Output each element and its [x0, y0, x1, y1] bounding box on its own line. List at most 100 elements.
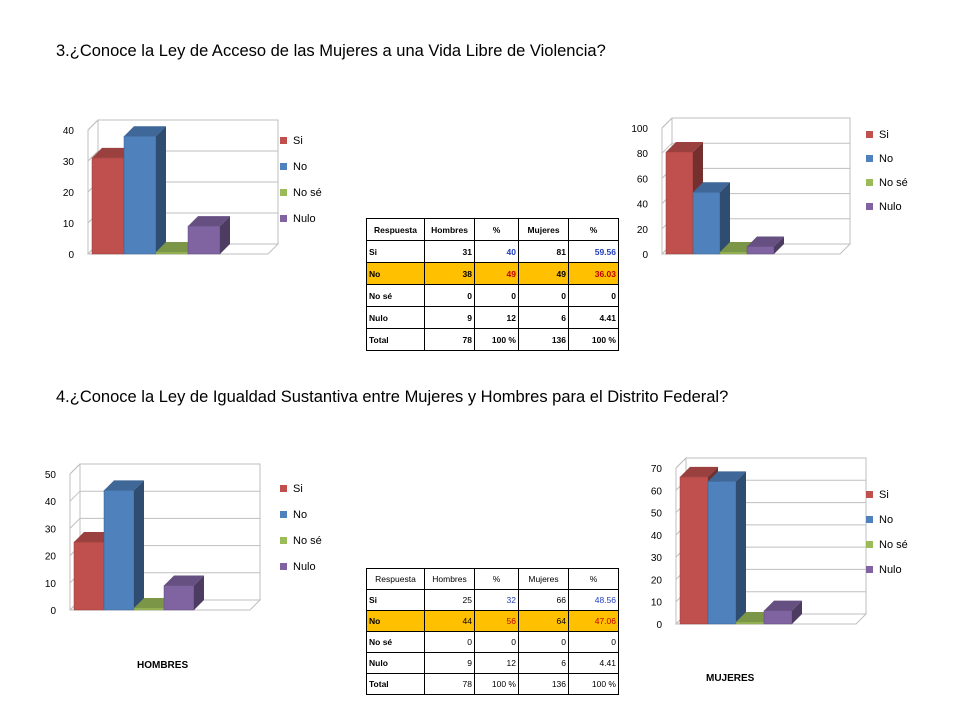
table-row: Si 25 32 66 48.56	[366, 589, 619, 611]
caption-mujeres: MUJERES	[706, 673, 755, 684]
legend-swatch	[280, 537, 287, 544]
chart-tick-label: 20	[45, 552, 57, 563]
table-cell: 38	[424, 262, 475, 285]
chart-q4-hombres-svg: 0 10 20 30 40 50 Si No No sé Nulo	[45, 463, 322, 617]
table-cell: 4.41	[568, 652, 619, 674]
table-header-cell: Respuesta	[366, 218, 425, 241]
question-3-title: 3.¿Conoce la Ley de Acceso de las Mujere…	[56, 42, 606, 60]
chart-tick-label: 50	[45, 470, 57, 481]
legend-label: No	[293, 161, 307, 173]
table-cell: 44	[424, 610, 475, 632]
table-cell: 31	[424, 240, 475, 263]
chart-tick-label: 80	[637, 149, 649, 160]
legend-label: Si	[879, 489, 889, 501]
chart-tick-label: 0	[68, 250, 74, 261]
table-cell: 9	[424, 652, 475, 674]
legend-swatch	[280, 485, 287, 492]
chart-q4-mujeres-svg: 0 10 20 30 40 50 60 70 Si No No sé Nulo	[651, 457, 908, 631]
chart-gridline	[661, 142, 850, 154]
chart-tick-label: 0	[50, 606, 56, 617]
table-cell: 100 %	[474, 673, 519, 695]
chart-tick-label: 10	[45, 579, 57, 590]
chart-bar-no	[123, 126, 166, 255]
chart-bar-no	[707, 471, 746, 625]
legend-swatch	[280, 215, 287, 222]
chart-tick-label: 30	[651, 553, 663, 564]
table-row: No 38 49 49 36.03	[366, 262, 619, 285]
legend-swatch	[866, 179, 873, 186]
table-cell: 0	[474, 631, 519, 653]
table-header-row: Respuesta Hombres% Mujeres%	[366, 218, 619, 241]
table-row: No 44 56 64 47.06	[366, 610, 619, 632]
table-cell: 49	[518, 262, 569, 285]
table-row: Si 31 40 81 59.56	[366, 240, 619, 263]
table-cell: 64	[518, 610, 569, 632]
table-cell: 0	[518, 631, 569, 653]
table-cell: Si	[366, 240, 425, 263]
table-cell: 81	[518, 240, 569, 263]
chart-gridline	[87, 119, 278, 131]
chart-bar-si	[91, 147, 134, 255]
chart-tick-label: 40	[63, 126, 75, 137]
table-cell: 136	[518, 328, 569, 351]
table-cell: 0	[424, 631, 475, 653]
table-header-cell: Hombres	[424, 218, 475, 241]
table-cell: Nulo	[366, 652, 425, 674]
table-header-cell: Hombres	[424, 568, 475, 590]
table-header-cell: %	[568, 568, 619, 590]
table-row: Total 78 100 % 136 100 %	[366, 673, 619, 695]
legend-label: Si	[879, 129, 889, 141]
table-cell: 78	[424, 673, 475, 695]
table-header-cell: Mujeres	[518, 568, 569, 590]
chart-tick-label: 40	[637, 200, 649, 211]
legend-swatch	[280, 189, 287, 196]
table-cell: 66	[518, 589, 569, 611]
chart-gridline	[87, 150, 278, 162]
table-cell: 59.56	[568, 240, 619, 263]
chart-tick-label: 100	[631, 124, 648, 135]
chart-tick-label: 40	[651, 531, 663, 542]
table-header-row: Respuesta Hombres% Mujeres%	[366, 568, 619, 590]
chart-q3-mujeres: 0 20 40 60 80 100 Si No No sé Nulo	[616, 100, 936, 280]
legend-label: Nulo	[879, 564, 902, 576]
chart-tick-label: 60	[651, 486, 663, 497]
table-cell: 6	[518, 306, 569, 329]
chart-gridline	[661, 117, 850, 129]
legend-label: No	[293, 509, 307, 521]
table-cell: 0	[568, 284, 619, 307]
table-cell: 136	[518, 673, 569, 695]
chart-gridline	[69, 490, 260, 502]
legend-label: No	[879, 153, 893, 165]
legend-label: No sé	[293, 187, 322, 199]
chart-bar-no	[103, 480, 144, 611]
table-row: No sé 0 0 0 0	[366, 631, 619, 653]
legend-label: No sé	[293, 535, 322, 547]
table-cell: No	[366, 262, 425, 285]
chart-bar-nulo	[746, 236, 784, 255]
chart-tick-label: 20	[63, 188, 75, 199]
legend-swatch	[866, 155, 873, 162]
chart-bar-si	[665, 141, 703, 255]
table-cell: 25	[424, 589, 475, 611]
table-row: Nulo 9 12 6 4.41	[366, 306, 619, 329]
chart-q3-hombres-svg: 0 10 20 30 40 Si No No sé Nulo	[63, 119, 322, 261]
question-4-title: 4.¿Conoce la Ley de Igualdad Sustantiva …	[56, 388, 729, 406]
table-row: No sé 0 0 0 0	[366, 284, 619, 307]
table-cell: Si	[366, 589, 425, 611]
table-cell: 49	[474, 262, 519, 285]
legend-label: Si	[293, 135, 303, 147]
chart-tick-label: 70	[651, 464, 663, 475]
table-cell: Nulo	[366, 306, 425, 329]
legend-swatch	[866, 491, 873, 498]
table-cell: 56	[474, 610, 519, 632]
chart-q3-mujeres-svg: 0 20 40 60 80 100 Si No No sé Nulo	[631, 117, 908, 261]
legend-swatch	[280, 137, 287, 144]
table-header-cell: %	[568, 218, 619, 241]
legend-swatch	[280, 511, 287, 518]
caption-hombres: HOMBRES	[137, 660, 189, 671]
table-header-cell: %	[474, 568, 519, 590]
table-cell: 0	[518, 284, 569, 307]
chart-tick-label: 0	[642, 250, 648, 261]
chart-gridline	[69, 517, 260, 529]
chart-tick-label: 40	[45, 497, 57, 508]
